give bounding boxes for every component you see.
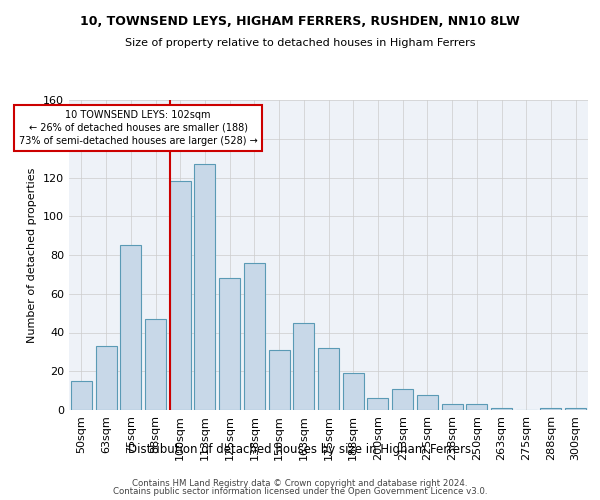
Text: Contains HM Land Registry data © Crown copyright and database right 2024.: Contains HM Land Registry data © Crown c… <box>132 478 468 488</box>
Bar <box>318 348 339 410</box>
Bar <box>145 319 166 410</box>
Bar <box>120 246 141 410</box>
Bar <box>293 323 314 410</box>
Text: Distribution of detached houses by size in Higham Ferrers: Distribution of detached houses by size … <box>128 442 472 456</box>
Bar <box>194 164 215 410</box>
Bar <box>269 350 290 410</box>
Bar <box>442 404 463 410</box>
Bar <box>71 381 92 410</box>
Bar <box>219 278 240 410</box>
Bar <box>466 404 487 410</box>
Text: 10 TOWNSEND LEYS: 102sqm
← 26% of detached houses are smaller (188)
73% of semi-: 10 TOWNSEND LEYS: 102sqm ← 26% of detach… <box>19 110 257 146</box>
Y-axis label: Number of detached properties: Number of detached properties <box>28 168 37 342</box>
Bar <box>367 398 388 410</box>
Bar <box>343 373 364 410</box>
Bar <box>491 408 512 410</box>
Text: Contains public sector information licensed under the Open Government Licence v3: Contains public sector information licen… <box>113 487 487 496</box>
Bar <box>95 346 116 410</box>
Bar <box>541 408 562 410</box>
Text: Size of property relative to detached houses in Higham Ferrers: Size of property relative to detached ho… <box>125 38 475 48</box>
Bar <box>244 263 265 410</box>
Bar <box>170 182 191 410</box>
Bar <box>392 388 413 410</box>
Bar <box>417 394 438 410</box>
Bar <box>565 408 586 410</box>
Text: 10, TOWNSEND LEYS, HIGHAM FERRERS, RUSHDEN, NN10 8LW: 10, TOWNSEND LEYS, HIGHAM FERRERS, RUSHD… <box>80 15 520 28</box>
